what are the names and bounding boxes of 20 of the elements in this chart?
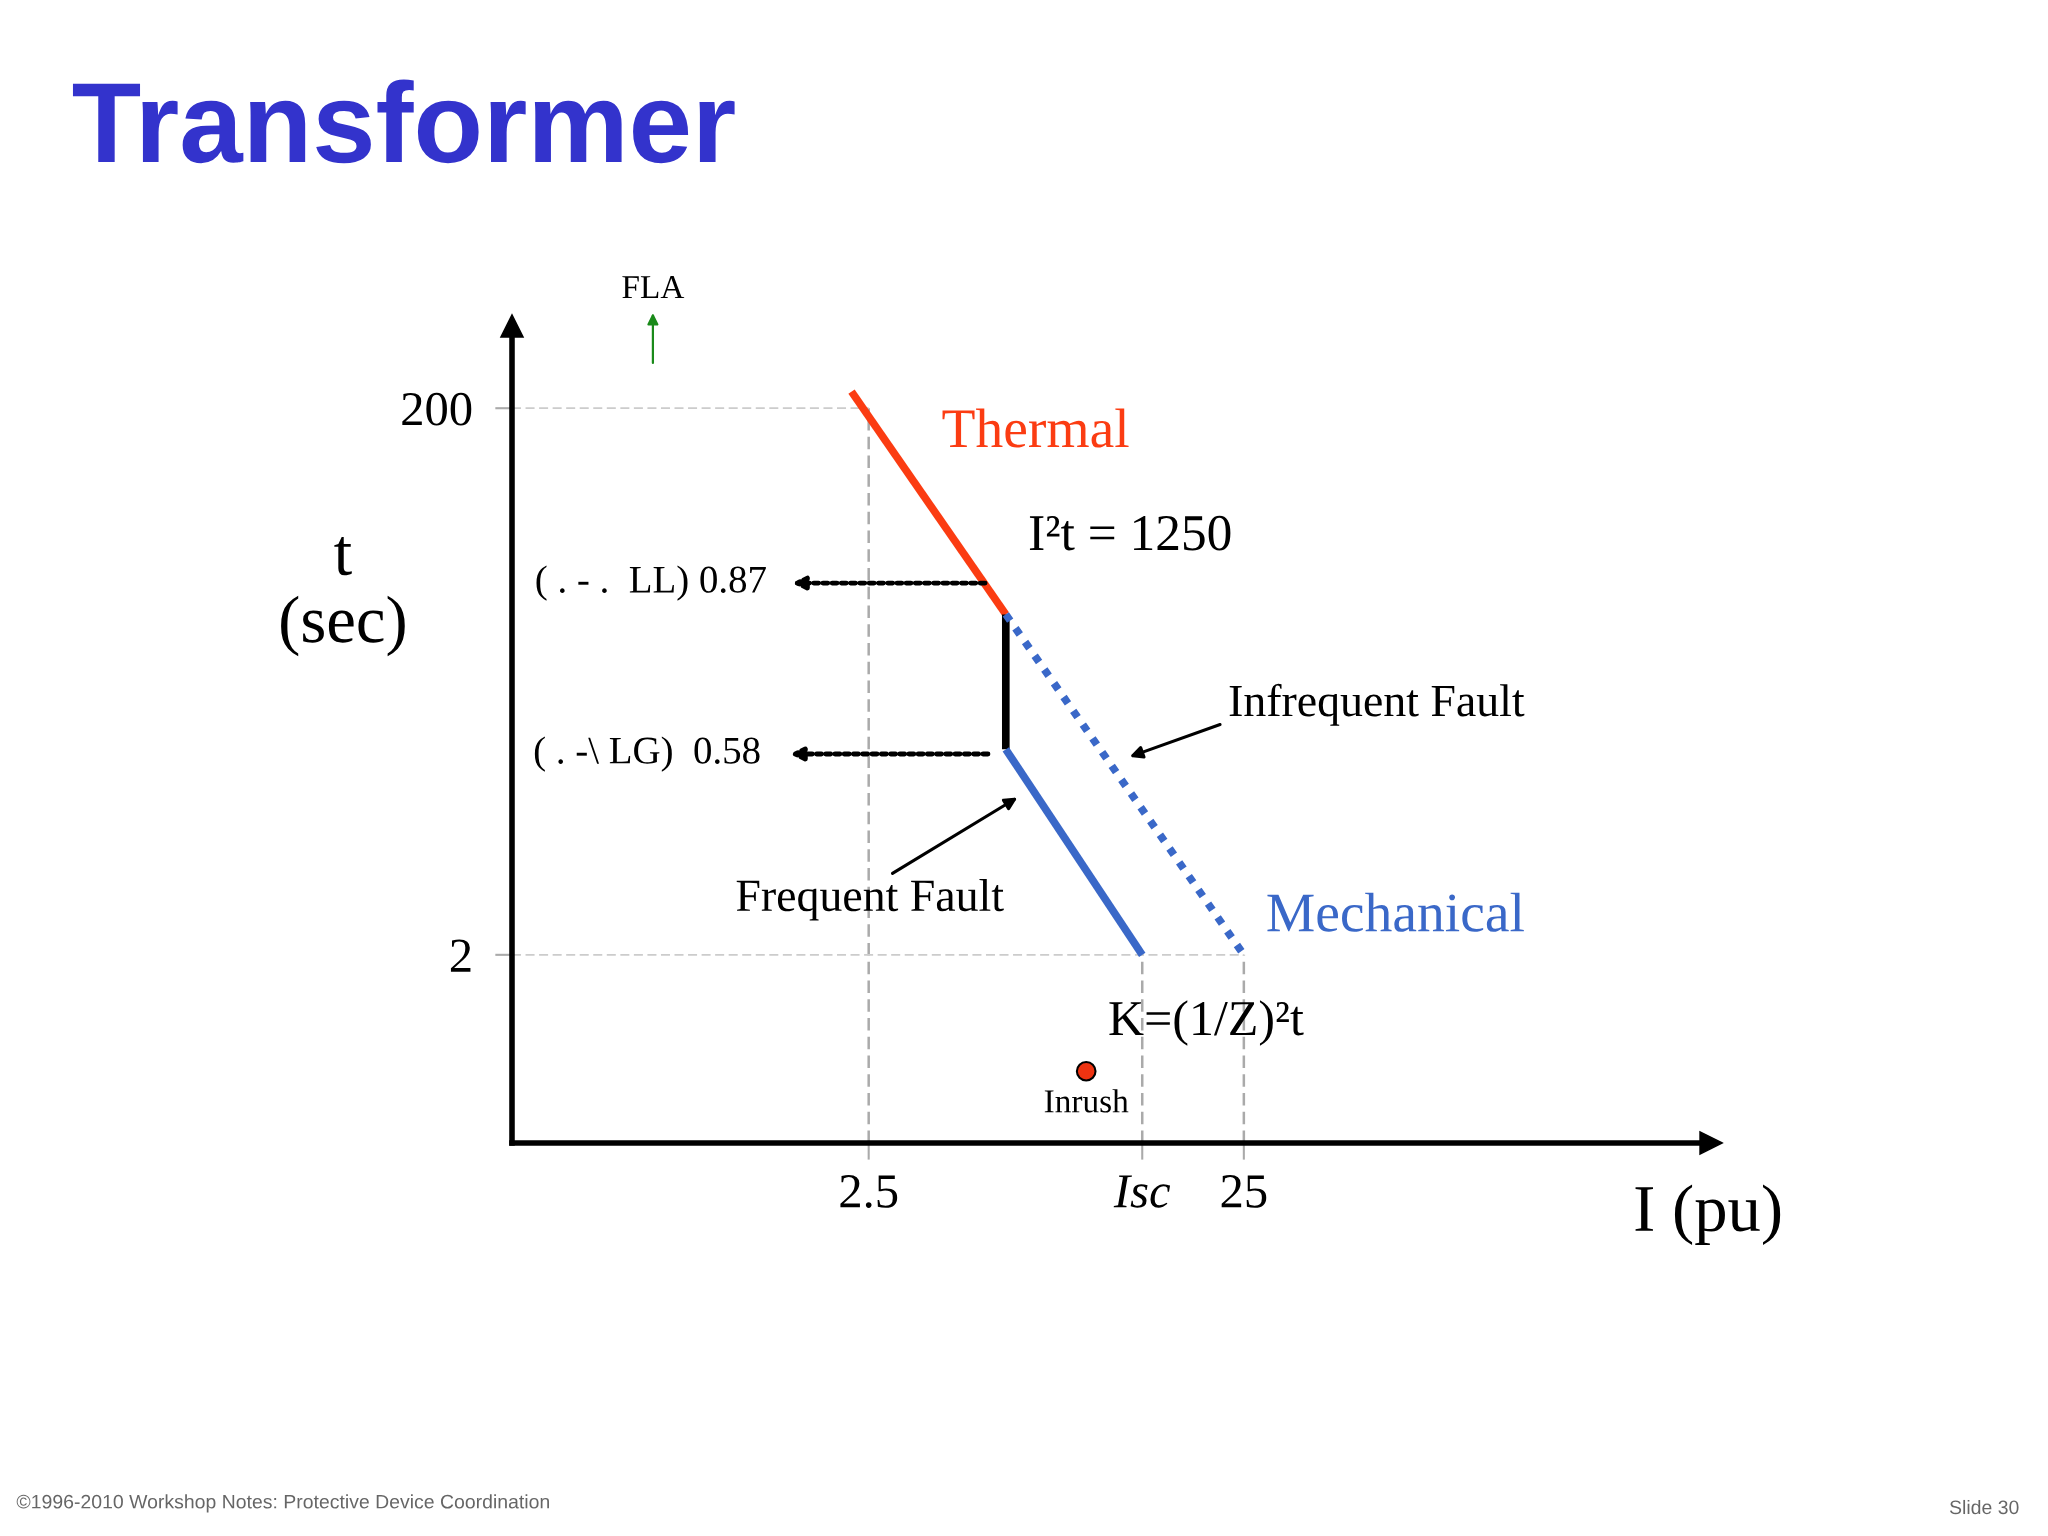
x-tick-label: Isc	[1113, 1175, 1171, 1208]
x-axis-title: I (pu)	[1635, 1184, 1781, 1246]
y-tick-label: 2	[450, 939, 471, 972]
series-label: Mechanical	[1267, 892, 1524, 932]
annotation: ( . - . LL) 0.87	[536, 565, 766, 601]
y-tick-label: 200	[402, 392, 472, 426]
annotation: I²t = 1250	[1029, 515, 1231, 551]
series-label: Thermal	[942, 408, 1129, 448]
x-tick-label: 2.5	[840, 1175, 898, 1208]
text: FLA	[622, 276, 685, 299]
annotation: K=(1/Z)²t	[1109, 1000, 1304, 1046]
text: Slide 30	[1949, 1499, 2019, 1515]
text: ©1996-2010 Workshop Notes: Protective Device Coordination	[16, 1494, 549, 1513]
annotation: Infrequent Fault	[1229, 683, 1525, 726]
x-tick-label: 25	[1221, 1175, 1267, 1208]
y-axis-title: t (sec)	[281, 537, 405, 657]
annotation: Frequent Fault	[736, 879, 1004, 921]
series-label: Inrush	[1044, 1089, 1129, 1113]
chart-title: Transformer	[72, 79, 735, 164]
annotation: ( . -\ LG) 0.58	[534, 736, 760, 772]
